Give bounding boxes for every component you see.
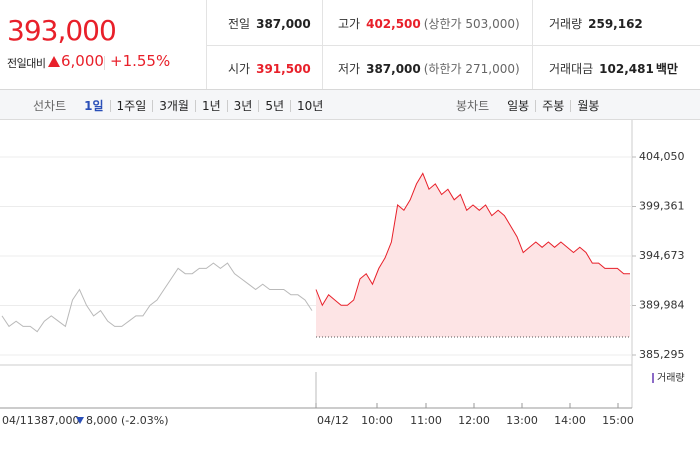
down-arrow: [76, 417, 84, 424]
info-value: 102,481: [599, 62, 654, 76]
up-arrow: [48, 56, 60, 67]
tooltip-change: 8,000 (-2.03%): [86, 414, 168, 427]
quote-panel: 393,000 전일대비 6,000 +1.55% 전일 387,000 고가 402…: [0, 0, 700, 90]
info-note: (상한가 503,000): [423, 17, 520, 31]
change-label: 전일대비: [7, 57, 46, 70]
price-area: [316, 173, 630, 337]
info-label: 고가: [338, 17, 361, 31]
price-line: [1, 262, 313, 333]
info-value: 387,000: [256, 17, 311, 31]
chart: 거래량 404,050 399,361 394,673 389,984 385,295 0…: [0, 120, 685, 450]
info-note: (하한가 271,000): [423, 62, 520, 76]
info-label: 저가: [338, 62, 361, 76]
y-tick-label: 399,361: [639, 200, 685, 213]
y-tick-label: 394,673: [639, 249, 685, 262]
info-unit: 백만: [655, 62, 678, 76]
tooltip-price: 387,000: [34, 414, 80, 427]
tab[interactable]: 5년: [258, 99, 290, 112]
info-label: 거래량: [549, 17, 583, 31]
tab[interactable]: 3년: [226, 99, 259, 112]
tab-group-label: 봉차트: [456, 99, 490, 113]
tooltip-date: 04/11: [2, 414, 34, 427]
tab[interactable]: 월봉: [570, 99, 605, 112]
change-amount: 6,000: [61, 52, 104, 70]
tab[interactable]: 10년: [290, 99, 329, 112]
price-line: [315, 172, 630, 307]
info-label: 거래대금: [549, 62, 594, 76]
y-tick-label: 389,984: [639, 298, 685, 311]
x-tick-label: 12:00: [458, 414, 490, 427]
info-label: 전일: [228, 17, 251, 31]
info-cell: 거래량 259,162: [549, 15, 643, 32]
price-block: 393,000 전일대비 6,000 +1.55%: [0, 0, 207, 89]
y-tick-label: 385,295: [639, 348, 685, 361]
candle-chart-tabs: 봉차트 일봉 주봉 월봉: [456, 97, 605, 114]
x-tick-label: 13:00: [506, 414, 538, 427]
info-value: 402,500: [366, 17, 421, 31]
column-separator: [322, 0, 323, 89]
change-rate: +1.55%: [110, 52, 171, 70]
tab-bar: 선차트 1일 1주일 3개월 1년 3년 5년 10년 봉차트 일봉 주봉 월봉: [0, 90, 700, 120]
info-value: 391,500: [256, 62, 311, 76]
x-tick-label: 04/12: [317, 414, 349, 427]
row-separator: [207, 45, 700, 46]
y-tick-label: 404,050: [639, 150, 685, 163]
tab[interactable]: 주봉: [535, 99, 570, 112]
tab[interactable]: 3개월: [152, 99, 195, 112]
separator: [104, 56, 105, 70]
current-price: 393,000: [7, 14, 117, 47]
info-value: 259,162: [588, 17, 643, 31]
column-separator: [532, 0, 533, 89]
line-chart-tabs: 선차트 1일 1주일 3개월 1년 3년 5년 10년: [33, 97, 329, 114]
tab[interactable]: 일봉: [507, 98, 530, 113]
info-cell: 거래대금 102,481 백만: [549, 60, 678, 77]
tab[interactable]: 1일: [84, 98, 104, 113]
x-tick-label: 10:00: [361, 414, 393, 427]
tab[interactable]: 1년: [194, 99, 227, 112]
x-tick-label: 14:00: [554, 414, 586, 427]
x-tick-label: 15:00: [602, 414, 634, 427]
info-cell: 저가 387,000 (하한가 271,000): [338, 60, 520, 77]
info-label: 시가: [228, 62, 251, 76]
x-tick-label: 11:00: [410, 414, 442, 427]
info-cell: 고가 402,500 (상한가 503,000): [338, 15, 520, 32]
info-cell: 전일 387,000: [228, 15, 311, 32]
info-value: 387,000: [366, 62, 421, 76]
info-cell: 시가 391,500: [228, 60, 311, 77]
tab[interactable]: 1주일: [109, 99, 153, 112]
volume-legend-swatch: [652, 373, 654, 383]
volume-legend: 거래량: [657, 372, 685, 384]
tab-group-label: 선차트: [33, 99, 67, 113]
